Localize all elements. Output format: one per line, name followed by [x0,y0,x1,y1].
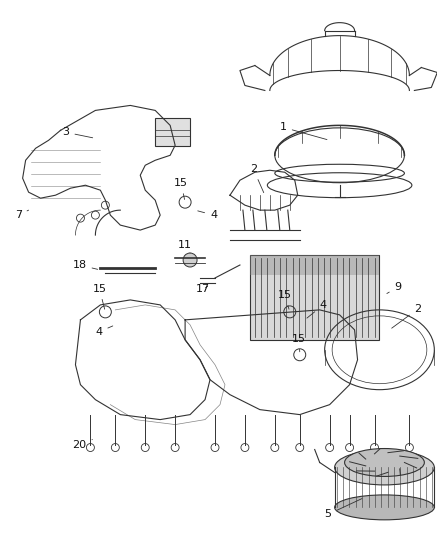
Text: 20: 20 [72,440,92,449]
Text: 15: 15 [174,178,188,199]
Text: 15: 15 [292,334,306,352]
Text: 7: 7 [14,210,28,220]
Text: 1: 1 [280,123,327,140]
Text: 9: 9 [387,282,402,294]
Text: 18: 18 [72,260,98,270]
Text: 15: 15 [92,284,106,309]
Text: 15: 15 [278,290,292,309]
Text: 17: 17 [196,284,210,294]
Text: 4: 4 [198,210,217,220]
Text: 2: 2 [250,164,264,192]
Text: 5: 5 [325,498,362,519]
Circle shape [183,253,197,267]
Text: 11: 11 [178,240,192,253]
Bar [155,118,190,147]
Bar [250,255,379,340]
Text: 2: 2 [392,304,421,328]
Text: 4: 4 [307,300,327,318]
Ellipse shape [335,495,434,520]
Text: 3: 3 [63,127,93,138]
Ellipse shape [345,449,424,477]
Bar [250,255,379,275]
Text: 4: 4 [95,326,113,337]
Ellipse shape [335,450,434,485]
